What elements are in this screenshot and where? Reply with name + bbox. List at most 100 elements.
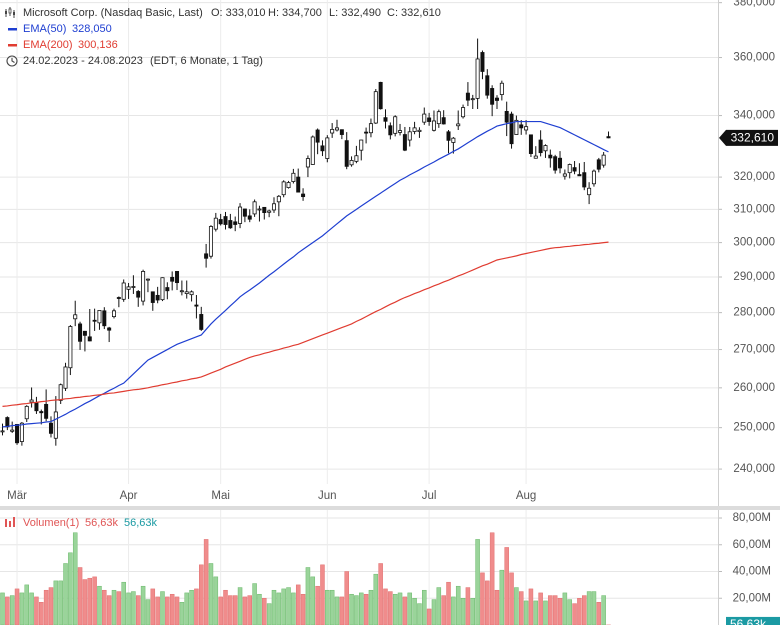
candle-body <box>29 399 34 403</box>
volume-bar <box>213 576 219 625</box>
volume-bar <box>378 563 383 625</box>
candle-body <box>601 154 606 166</box>
candle-body <box>514 119 519 135</box>
candle-body <box>310 136 315 165</box>
volume-bar <box>179 602 185 625</box>
candle-body <box>490 88 495 105</box>
volume-bar <box>552 595 558 625</box>
volume-value: 56,63k <box>124 517 158 529</box>
candle-body <box>519 124 524 129</box>
volume-bar <box>397 592 403 625</box>
candle-body <box>344 140 349 167</box>
candle-body <box>412 127 417 132</box>
candle-body <box>121 282 126 300</box>
candle-body <box>238 206 243 224</box>
candle-body <box>480 52 485 72</box>
volume-bar <box>586 591 592 625</box>
candle-body <box>553 156 558 171</box>
candle-body <box>48 422 53 434</box>
legend-label: EMA(200) <box>23 39 73 51</box>
candle-body <box>441 117 446 125</box>
candle-body <box>175 271 180 284</box>
date-range: 24.02.2023 - 24.08.2023 <box>23 55 143 67</box>
y-tick-label: 380,000 <box>733 0 775 9</box>
candle-body <box>596 159 601 170</box>
y-tick-label: 290,000 <box>733 271 775 283</box>
candle-body <box>150 291 155 303</box>
candle-body <box>281 181 286 196</box>
candle-body <box>451 137 456 143</box>
volume-bar <box>48 587 54 625</box>
volume-bar <box>359 592 364 625</box>
volume-bar <box>523 600 529 625</box>
panel-separator <box>0 506 780 510</box>
candle-body <box>582 172 587 188</box>
volume-bar <box>339 596 345 625</box>
candle-body <box>407 131 412 141</box>
volume-title: Volumen(1) <box>23 517 79 529</box>
volume-bar <box>325 589 330 625</box>
candle-body <box>223 216 228 225</box>
clock-icon <box>6 55 18 67</box>
candle-body <box>262 206 267 213</box>
volume-bar <box>174 596 180 625</box>
volume-bar <box>582 595 587 625</box>
volume-bar <box>223 589 228 625</box>
volume-bar <box>368 589 374 625</box>
candle-body <box>562 173 567 177</box>
volume-bar <box>334 596 340 625</box>
candle-body <box>383 117 388 122</box>
candle-body <box>10 429 15 432</box>
volume-bar <box>24 584 29 625</box>
volume-bar <box>218 596 223 625</box>
candle-body <box>470 98 475 101</box>
candle-body <box>44 403 49 419</box>
y-tick-label: 80,00M <box>733 512 771 524</box>
y-tick-label: 320,000 <box>733 171 775 183</box>
volume-bar <box>135 595 141 625</box>
volume-bar <box>383 588 388 625</box>
volume-bar <box>165 596 170 625</box>
candle-body <box>271 203 276 211</box>
volume-bar <box>131 591 136 625</box>
volume-bar <box>557 598 563 625</box>
volume-bar <box>5 596 10 625</box>
volume-bar <box>208 563 214 625</box>
candle-body <box>349 160 354 166</box>
volume-bar <box>528 588 534 625</box>
volume-bar <box>53 580 59 625</box>
volume-bar <box>58 580 63 625</box>
volume-bar <box>237 587 243 625</box>
candle-body <box>368 123 373 134</box>
candle-body <box>524 126 529 131</box>
volume-bar <box>548 595 553 625</box>
candle-body <box>78 323 83 342</box>
volume-bar <box>305 567 311 625</box>
volume-bar <box>281 588 286 625</box>
y-tick-label: 260,000 <box>733 382 775 394</box>
volume-bar <box>572 603 577 625</box>
volume-bar <box>242 596 248 625</box>
legend-value: 300,136 <box>78 39 118 51</box>
volume-bar <box>402 596 408 625</box>
x-tick-label: Aug <box>516 490 536 502</box>
y-tick-label: 360,000 <box>733 52 775 64</box>
volume-bar <box>266 603 272 625</box>
candle-body <box>15 424 20 444</box>
y-tick-label: 240,000 <box>733 463 775 475</box>
y-tick-label: 60,00M <box>733 539 771 551</box>
volume-bar <box>232 595 238 625</box>
candle-body <box>436 111 441 125</box>
candle-body <box>548 154 553 159</box>
candle-body <box>286 182 291 189</box>
volume-bar <box>407 592 412 625</box>
y-tick-label: 280,000 <box>733 307 775 319</box>
volume-bar <box>160 591 165 625</box>
candle-body <box>24 405 29 420</box>
candle-body <box>398 130 403 133</box>
volume-bar <box>262 598 267 625</box>
legend-label: EMA(50) <box>23 23 66 35</box>
candle-body <box>606 136 611 139</box>
volume-bar <box>0 592 5 625</box>
